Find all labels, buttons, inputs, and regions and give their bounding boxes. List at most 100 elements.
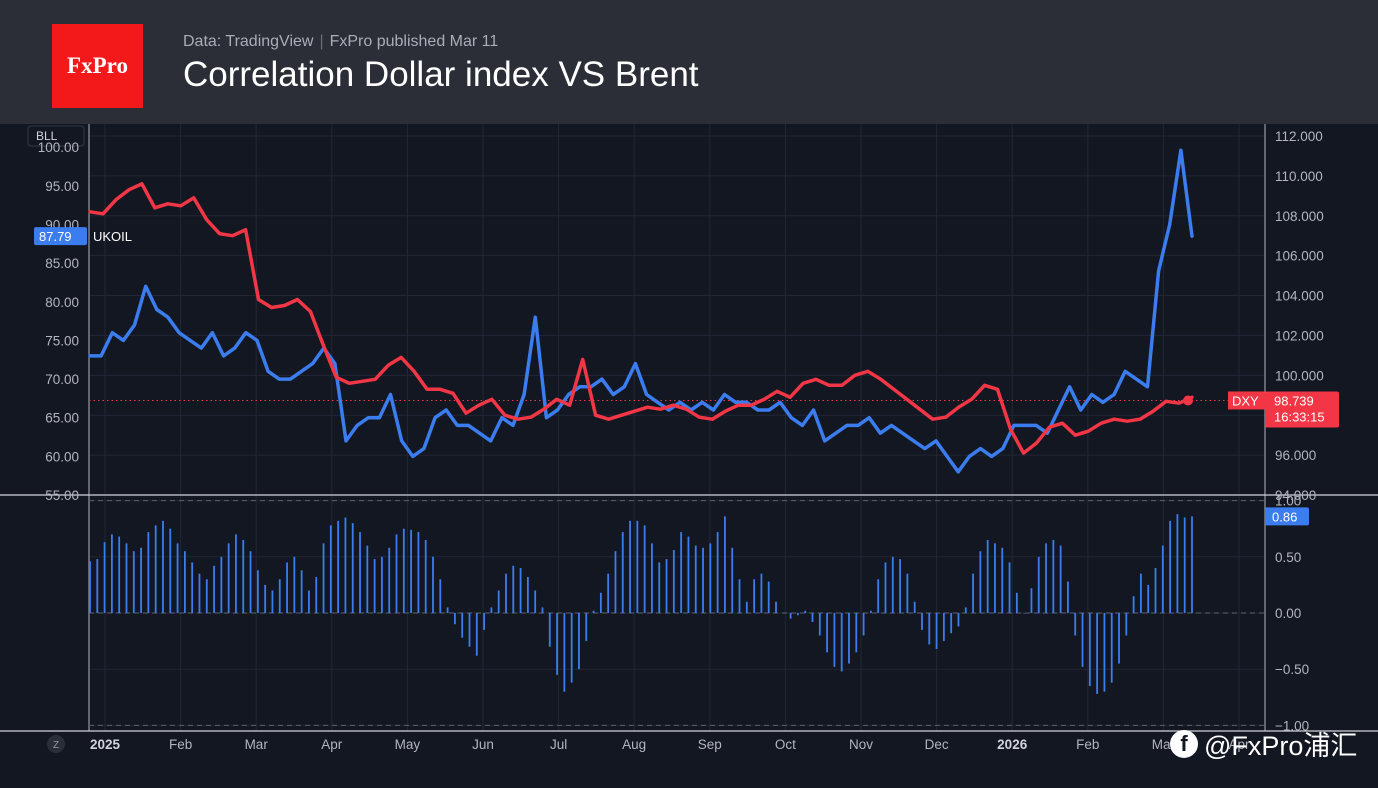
time-tick-label: Aug: [622, 737, 646, 752]
correlation-bar: [366, 545, 369, 613]
correlation-bar: [293, 556, 296, 613]
dxy-value-badge: [1265, 391, 1339, 428]
time-tick-label: Nov: [849, 737, 873, 752]
oscillator-axis-labels: 1.00 0.50 0.00 −0.50 −1.00: [1275, 494, 1309, 734]
correlation-bar: [169, 528, 172, 613]
right-tick-label: 110.000: [1275, 169, 1323, 184]
correlation-bar: [1030, 588, 1033, 613]
oscillator-tick-label: 0.50: [1275, 550, 1301, 565]
zoom-button-label: Z: [53, 740, 59, 751]
correlation-bar: [154, 525, 157, 613]
correlation-bar: [1161, 545, 1164, 613]
correlation-bar: [242, 539, 245, 613]
correlation-bar: [162, 520, 164, 613]
right-tick-label: 102.000: [1275, 328, 1324, 343]
correlation-bar: [928, 613, 931, 645]
correlation-bar: [1023, 613, 1026, 614]
correlation-bar: [789, 613, 792, 619]
publisher-note: FxPro published Mar 11: [329, 33, 499, 50]
correlation-bar: [388, 547, 391, 613]
time-tick-label: Feb: [169, 737, 192, 752]
correlation-bar: [753, 579, 756, 613]
right-axis-labels: 112.000 110.000 108.000 106.000 104.000 102.0…: [1275, 129, 1324, 503]
correlation-bar: [205, 579, 208, 613]
ukoil-value-badge: [34, 227, 87, 246]
ukoil-value-label: 87.79: [39, 229, 72, 244]
correlation-bar: [877, 579, 880, 613]
correlation-bar: [402, 528, 405, 613]
watermark: f @FxPro浦汇: [1170, 724, 1357, 763]
dxy-time-label: 16:33:15: [1274, 409, 1325, 424]
time-tick-label: Dec: [925, 737, 949, 752]
dxy-last-point: [1183, 395, 1193, 406]
left-tick-label: 70.00: [45, 372, 79, 387]
correlation-bar: [972, 573, 974, 613]
correlation-bar: [563, 613, 566, 692]
correlation-bar: [935, 613, 938, 649]
right-tick-label: 94.000: [1275, 488, 1316, 503]
oscillator-tick-label: 1.00: [1275, 494, 1301, 509]
correlation-bar: [826, 613, 828, 653]
correlation-bar: [570, 613, 573, 683]
correlation-bar: [191, 562, 194, 613]
correlation-bar: [848, 613, 850, 664]
correlation-bar: [862, 613, 865, 636]
correlation-bar: [147, 532, 150, 613]
oscillator-tick-label: −0.50: [1275, 662, 1309, 677]
correlation-bar: [103, 542, 106, 613]
correlation-bar: [439, 579, 442, 613]
time-tick-label: Sep: [698, 737, 722, 752]
correlation-bar: [183, 551, 186, 613]
left-tick-label: 80.00: [45, 295, 79, 310]
correlation-bar: [490, 607, 493, 613]
correlation-bar: [702, 547, 704, 613]
correlation-bar: [804, 610, 807, 613]
correlation-bar: [315, 577, 318, 613]
correlation-bar: [1176, 514, 1179, 613]
correlation-bar: [1096, 613, 1099, 694]
correlation-bar: [994, 543, 996, 613]
right-tick-label: 100.000: [1275, 368, 1324, 383]
correlation-bar: [286, 562, 288, 613]
correlation-bar: [599, 592, 602, 613]
left-tick-label: 100.00: [38, 140, 79, 155]
dxy-name-badge: [1228, 391, 1265, 410]
correlation-bar: [724, 516, 726, 613]
correlation-bar: [833, 613, 836, 667]
correlation-bar: [497, 590, 500, 613]
facebook-icon: f: [1170, 729, 1198, 758]
correlation-bar: [1191, 516, 1193, 613]
correlation-bar: [548, 613, 551, 647]
correlation-bar: [680, 532, 683, 613]
correlation-bar: [475, 613, 478, 656]
correlation-bar: [1132, 596, 1135, 613]
chart-meta: Data: TradingView | FxPro published Mar 11: [183, 33, 498, 51]
correlation-bar: [745, 601, 748, 613]
correlation-bar: [636, 520, 639, 613]
correlation-bar: [322, 543, 325, 613]
correlation-bar: [767, 581, 770, 613]
time-tick-label: Jun: [472, 737, 494, 752]
ukoil-series-line: [88, 148, 1194, 474]
zoom-button: [47, 735, 65, 753]
correlation-bar: [1183, 517, 1186, 613]
correlation-bar: [410, 529, 413, 613]
correlation-bar: [89, 561, 91, 613]
correlation-bar: [738, 579, 741, 613]
correlation-bar: [132, 551, 135, 613]
correlation-bar: [1067, 581, 1069, 613]
correlation-bar: [300, 570, 303, 613]
right-tick-label: 106.000: [1275, 249, 1324, 264]
correlation-bar: [1088, 613, 1091, 687]
right-tick-label: 108.000: [1275, 209, 1324, 224]
correlation-bar: [855, 613, 858, 653]
correlation-bar: [454, 613, 456, 625]
correlation-bar: [957, 613, 960, 627]
time-tick-label: Feb: [1076, 737, 1099, 752]
oscillator-tick-label: 0.00: [1275, 606, 1301, 621]
correlation-bar: [271, 590, 274, 613]
correlation-bar: [395, 534, 398, 613]
correlation-bar: [986, 539, 989, 613]
data-source: Data: TradingView: [183, 33, 314, 50]
correlation-chart: BLL100.0095.0090.0085.0080.0075.0070.006…: [0, 124, 1378, 753]
